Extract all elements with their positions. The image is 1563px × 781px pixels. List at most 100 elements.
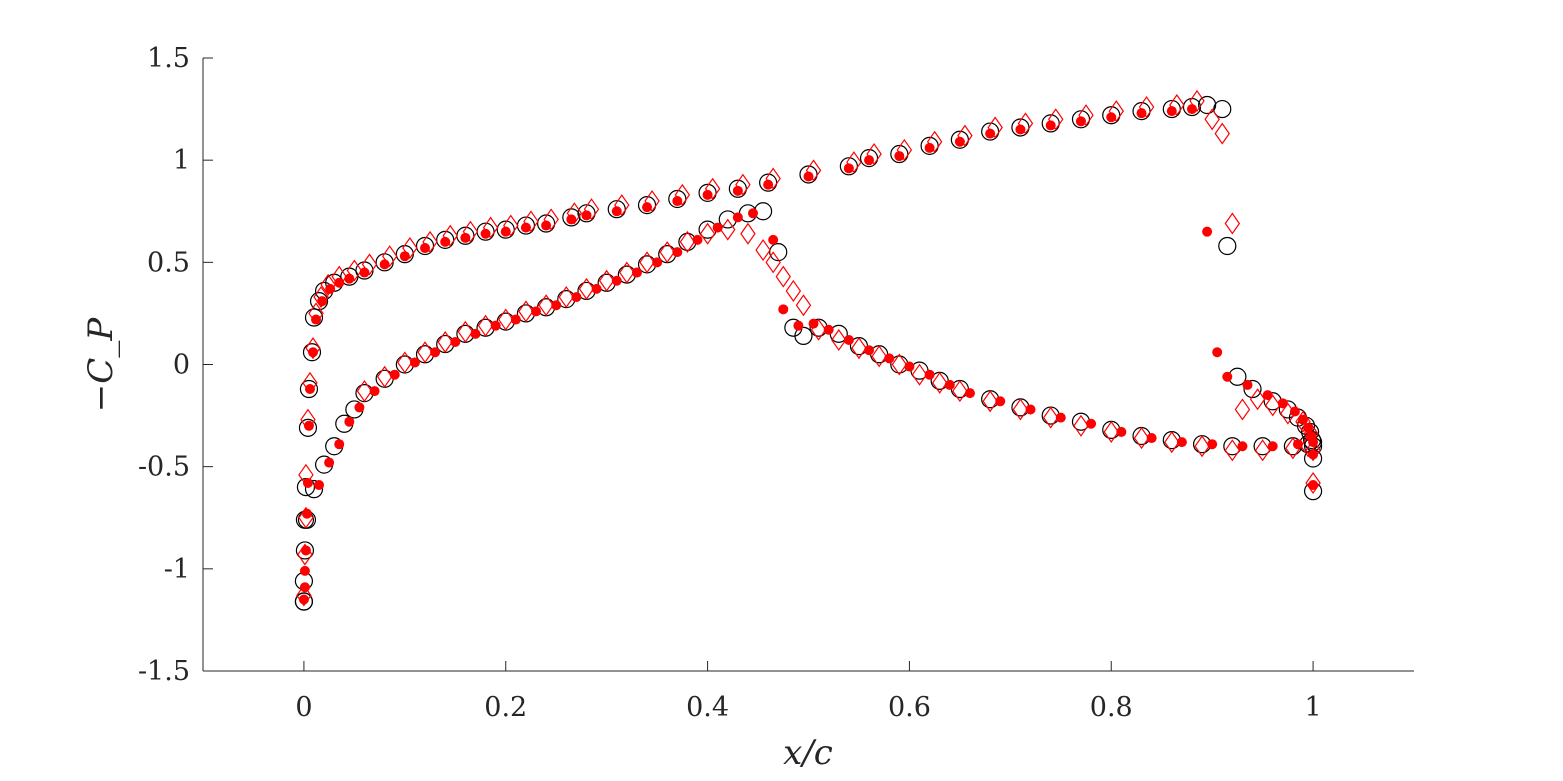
data-point: [1202, 226, 1213, 237]
data-point: [740, 222, 756, 245]
data-point: [1017, 112, 1034, 135]
data-point: [305, 337, 321, 360]
axes: [202, 58, 1414, 672]
data-point: [803, 171, 814, 182]
data-point: [931, 371, 948, 394]
data-point: [735, 173, 751, 196]
data-point: [702, 189, 713, 200]
data-point: [1116, 426, 1127, 437]
data-point: [562, 208, 581, 227]
data-point: [732, 185, 743, 196]
data-point: [531, 306, 542, 317]
data-point: [1242, 379, 1253, 390]
data-point: [1186, 104, 1197, 115]
data-point: [307, 347, 318, 358]
data-point: [477, 314, 494, 337]
data-point: [1138, 95, 1155, 119]
data-point: [765, 251, 781, 274]
data-point: [313, 286, 329, 309]
data-point: [503, 214, 519, 237]
data-point: [299, 582, 310, 593]
data-point: [566, 214, 577, 225]
data-point: [614, 194, 630, 217]
data-point: [1136, 108, 1147, 119]
data-point: [317, 296, 328, 307]
y-tick-label: -1.5: [138, 656, 190, 687]
data-point: [987, 116, 1003, 139]
data-point: [1249, 388, 1266, 411]
data-point: [1133, 427, 1150, 450]
data-point: [300, 545, 311, 556]
data-point: [1305, 471, 1321, 495]
data-point: [1224, 212, 1241, 235]
data-point: [1289, 406, 1300, 417]
data-point: [823, 324, 834, 335]
data-point: [644, 189, 660, 213]
data-point: [369, 386, 380, 397]
data-point: [1218, 236, 1237, 256]
data-point: [957, 124, 973, 147]
data-point: [344, 273, 355, 284]
data-point: [611, 275, 622, 286]
data-point: [1207, 439, 1218, 450]
data-point: [558, 286, 575, 309]
data-point: [470, 328, 481, 339]
data-point: [765, 167, 781, 190]
data-point: [450, 337, 461, 348]
data-point: [619, 261, 635, 284]
data-point: [884, 353, 895, 364]
data-point: [1075, 116, 1086, 127]
data-point: [692, 234, 703, 245]
data-point: [1108, 100, 1125, 123]
data-point: [1292, 439, 1303, 450]
data-point: [672, 247, 683, 258]
data-point: [571, 292, 582, 303]
data-point: [581, 210, 592, 221]
data-point: [611, 206, 622, 217]
data-point: [303, 420, 314, 431]
data-point: [1204, 108, 1220, 131]
data-point: [500, 226, 511, 237]
data-point: [1086, 418, 1097, 429]
data-point: [298, 418, 318, 437]
data-point: [1103, 420, 1119, 443]
data-point: [376, 365, 393, 388]
data-point: [795, 294, 812, 317]
data-point: [1308, 437, 1319, 448]
data-point: [440, 236, 451, 247]
data-point: [843, 163, 854, 174]
data-point: [1176, 437, 1187, 448]
y-tick-label: 1: [173, 145, 190, 176]
x-tick-label: 0: [295, 692, 312, 723]
data-point: [985, 128, 996, 139]
data-point: [311, 314, 322, 325]
x-tick-label: 0.4: [686, 692, 729, 723]
data-point: [871, 345, 887, 368]
data-point: [851, 337, 867, 360]
data-point: [381, 245, 398, 268]
data-point: [538, 294, 554, 317]
data-point: [520, 222, 531, 233]
data-point: [296, 584, 312, 607]
data-point: [778, 304, 789, 315]
data-point: [304, 308, 324, 327]
data-point: [1073, 414, 1089, 437]
data-point: [1222, 371, 1233, 382]
data-point: [299, 379, 319, 399]
data-point: [1267, 441, 1278, 452]
x-ticks: 0 0.2 0.4 0.6 0.8 1: [295, 661, 1322, 723]
y-tick-label: 0: [173, 350, 190, 381]
data-point: [344, 416, 355, 427]
data-point: [299, 565, 310, 576]
data-point: [1194, 435, 1210, 458]
data-point: [843, 334, 854, 345]
series-open-diamond: [296, 89, 1321, 607]
data-point: [794, 326, 813, 345]
data-point: [808, 318, 819, 329]
data-point: [1048, 108, 1064, 131]
x-tick-label: 1: [1304, 692, 1321, 723]
y-tick-label: -0.5: [138, 452, 190, 483]
data-point: [518, 300, 534, 323]
data-point: [437, 330, 453, 354]
